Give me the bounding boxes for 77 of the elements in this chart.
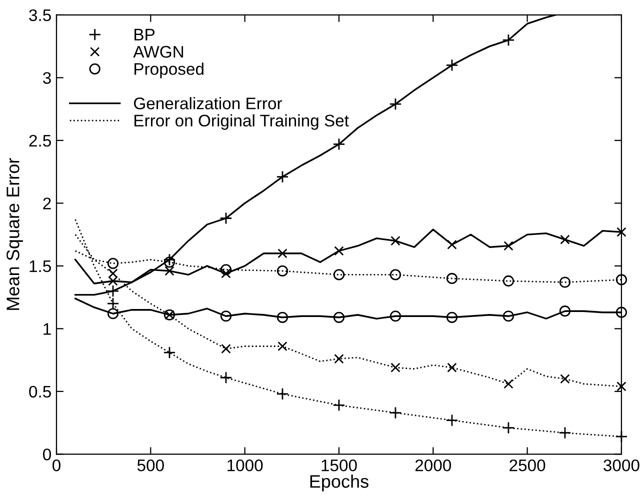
x-tick-label: 0: [52, 459, 60, 472]
annotation: Error on Original Training Set: [134, 114, 349, 130]
point: [390, 236, 400, 246]
point: [332, 398, 346, 412]
legend-label: AWGN: [133, 46, 184, 58]
point: [446, 414, 458, 427]
point: [447, 362, 457, 372]
legend-label: Proposed: [134, 62, 204, 78]
point: [502, 275, 514, 287]
x-tick-label: 1500: [322, 459, 357, 472]
x-axis-title: Epochs: [310, 474, 368, 492]
point: [107, 308, 119, 320]
y-tick-label: 1.5: [30, 260, 51, 272]
point: [502, 34, 515, 46]
point: [446, 312, 458, 323]
point: [616, 306, 628, 318]
point: [447, 240, 457, 250]
point: [446, 272, 458, 284]
point: [446, 58, 458, 72]
point: [390, 310, 402, 322]
point: [107, 258, 119, 269]
point: [221, 268, 231, 278]
point: [334, 354, 344, 364]
point: [278, 248, 288, 258]
point: [390, 362, 400, 372]
point: [278, 341, 288, 352]
point: [504, 379, 514, 389]
point: [332, 138, 346, 150]
y-tick-label: 2.5: [29, 134, 51, 147]
x-tick-label: 3000: [604, 459, 640, 472]
point: [276, 265, 288, 277]
x-tick-label: 2000: [415, 459, 452, 472]
point: [390, 269, 402, 280]
point: [559, 276, 571, 288]
point: [389, 406, 402, 420]
point: [504, 240, 514, 251]
point: [276, 312, 288, 323]
x-tick-label: 2500: [510, 459, 546, 472]
point: [220, 212, 232, 224]
point: [333, 312, 345, 323]
point: [334, 246, 344, 256]
point: [108, 276, 118, 286]
y-tick-label: 3: [43, 72, 51, 84]
point: [163, 253, 176, 266]
y-tick-label: 1: [44, 323, 51, 335]
y-axis-title: Mean Square Error: [6, 158, 23, 310]
point: [276, 170, 289, 184]
y-tick-label: 3.5: [29, 9, 51, 22]
point: [333, 269, 345, 280]
point: [164, 266, 174, 276]
y-tick-label: 0.5: [29, 386, 51, 398]
point: [163, 346, 176, 359]
annotation: Generalization Error: [134, 97, 282, 110]
y-tick-label: 2: [43, 198, 51, 210]
point: [276, 388, 289, 400]
point: [220, 310, 232, 322]
y-tick-label: 0: [43, 448, 51, 460]
point: [164, 256, 176, 268]
point: [560, 234, 570, 244]
point: [106, 284, 120, 298]
point: [502, 310, 514, 322]
x-tick-label: 500: [137, 459, 164, 472]
point: [108, 268, 118, 278]
point: [389, 98, 402, 110]
point: [221, 344, 231, 354]
legend-label: BP: [134, 28, 155, 40]
x-tick-label: 1000: [228, 459, 263, 472]
point: [616, 227, 626, 237]
point: [220, 371, 232, 384]
point: [106, 297, 120, 310]
point: [559, 306, 571, 317]
point: [502, 422, 515, 434]
point: [616, 274, 628, 286]
point: [558, 426, 572, 440]
point: [220, 264, 232, 276]
point: [616, 382, 626, 392]
point: [560, 374, 570, 384]
